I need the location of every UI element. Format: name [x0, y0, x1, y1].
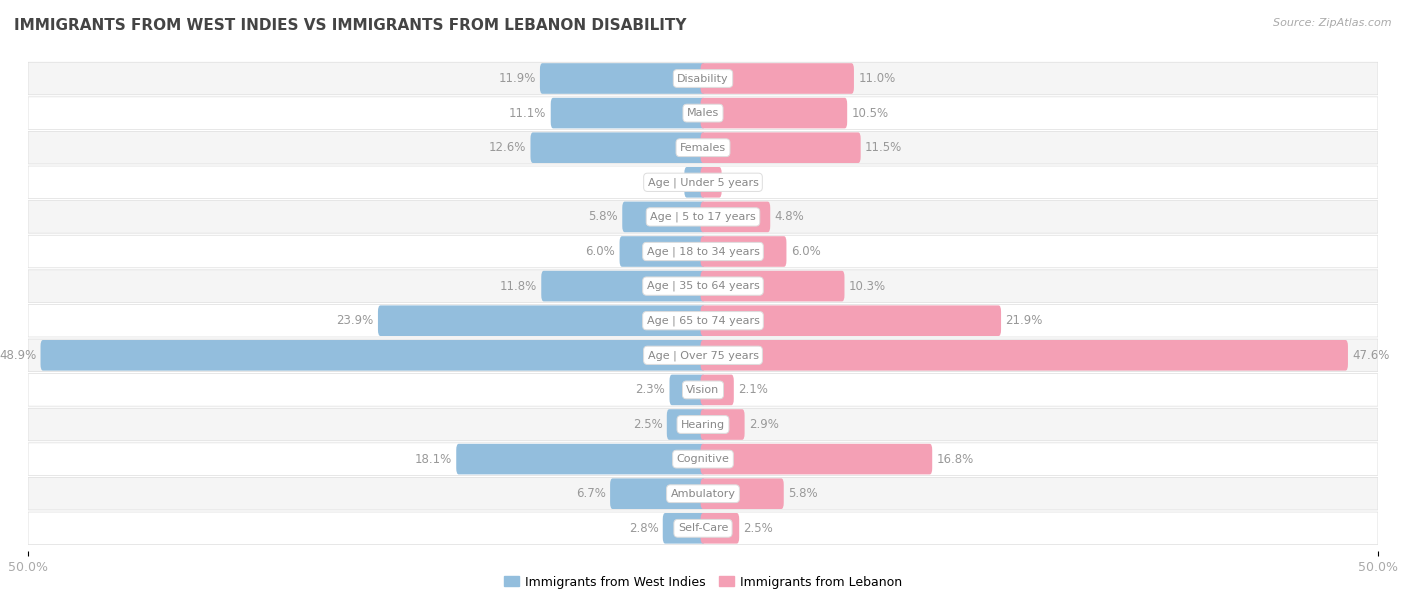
FancyBboxPatch shape	[28, 477, 1378, 510]
Text: Age | Under 5 years: Age | Under 5 years	[648, 177, 758, 187]
Text: 5.8%: 5.8%	[787, 487, 818, 500]
Text: Males: Males	[688, 108, 718, 118]
Text: 2.5%: 2.5%	[633, 418, 662, 431]
FancyBboxPatch shape	[700, 444, 932, 474]
Text: Age | 5 to 17 years: Age | 5 to 17 years	[650, 212, 756, 222]
Text: Age | 35 to 64 years: Age | 35 to 64 years	[647, 281, 759, 291]
Text: Vision: Vision	[686, 385, 720, 395]
FancyBboxPatch shape	[456, 444, 706, 474]
FancyBboxPatch shape	[685, 167, 706, 198]
Text: 2.9%: 2.9%	[749, 418, 779, 431]
FancyBboxPatch shape	[700, 479, 783, 509]
FancyBboxPatch shape	[620, 236, 706, 267]
FancyBboxPatch shape	[623, 201, 706, 232]
Text: 2.8%: 2.8%	[628, 522, 658, 535]
FancyBboxPatch shape	[700, 132, 860, 163]
FancyBboxPatch shape	[28, 201, 1378, 233]
Text: Age | 65 to 74 years: Age | 65 to 74 years	[647, 315, 759, 326]
Text: 2.1%: 2.1%	[738, 383, 768, 397]
FancyBboxPatch shape	[662, 513, 706, 543]
FancyBboxPatch shape	[28, 512, 1378, 545]
Text: 18.1%: 18.1%	[415, 453, 451, 466]
FancyBboxPatch shape	[700, 409, 745, 440]
Text: Self-Care: Self-Care	[678, 523, 728, 533]
Text: Age | 18 to 34 years: Age | 18 to 34 years	[647, 246, 759, 257]
Text: 11.8%: 11.8%	[499, 280, 537, 293]
Text: 6.0%: 6.0%	[585, 245, 616, 258]
Text: 12.6%: 12.6%	[489, 141, 526, 154]
Text: Females: Females	[681, 143, 725, 153]
FancyBboxPatch shape	[610, 479, 706, 509]
FancyBboxPatch shape	[530, 132, 706, 163]
Text: 11.1%: 11.1%	[509, 106, 547, 119]
FancyBboxPatch shape	[700, 305, 1001, 336]
Text: 6.0%: 6.0%	[790, 245, 821, 258]
Text: Cognitive: Cognitive	[676, 454, 730, 464]
Text: 10.5%: 10.5%	[852, 106, 889, 119]
Text: Ambulatory: Ambulatory	[671, 489, 735, 499]
Text: Disability: Disability	[678, 73, 728, 83]
FancyBboxPatch shape	[551, 98, 706, 129]
FancyBboxPatch shape	[666, 409, 706, 440]
Text: 47.6%: 47.6%	[1353, 349, 1389, 362]
Text: Source: ZipAtlas.com: Source: ZipAtlas.com	[1274, 18, 1392, 28]
FancyBboxPatch shape	[28, 339, 1378, 371]
FancyBboxPatch shape	[700, 63, 853, 94]
Text: 2.3%: 2.3%	[636, 383, 665, 397]
Text: 6.7%: 6.7%	[576, 487, 606, 500]
Text: 21.9%: 21.9%	[1005, 314, 1043, 327]
FancyBboxPatch shape	[28, 166, 1378, 198]
FancyBboxPatch shape	[541, 271, 706, 301]
FancyBboxPatch shape	[669, 375, 706, 405]
FancyBboxPatch shape	[378, 305, 706, 336]
FancyBboxPatch shape	[700, 375, 734, 405]
Text: 4.8%: 4.8%	[775, 211, 804, 223]
FancyBboxPatch shape	[700, 236, 786, 267]
Text: 48.9%: 48.9%	[0, 349, 37, 362]
Text: Hearing: Hearing	[681, 419, 725, 430]
FancyBboxPatch shape	[28, 97, 1378, 129]
FancyBboxPatch shape	[700, 98, 848, 129]
FancyBboxPatch shape	[28, 62, 1378, 95]
Text: 1.2%: 1.2%	[650, 176, 681, 189]
Legend: Immigrants from West Indies, Immigrants from Lebanon: Immigrants from West Indies, Immigrants …	[499, 570, 907, 594]
FancyBboxPatch shape	[28, 132, 1378, 164]
FancyBboxPatch shape	[28, 235, 1378, 268]
FancyBboxPatch shape	[540, 63, 706, 94]
Text: 5.8%: 5.8%	[588, 211, 619, 223]
FancyBboxPatch shape	[28, 270, 1378, 302]
FancyBboxPatch shape	[28, 443, 1378, 476]
FancyBboxPatch shape	[28, 408, 1378, 441]
Text: 2.5%: 2.5%	[744, 522, 773, 535]
FancyBboxPatch shape	[700, 513, 740, 543]
FancyBboxPatch shape	[700, 167, 721, 198]
Text: 10.3%: 10.3%	[849, 280, 886, 293]
Text: 11.9%: 11.9%	[498, 72, 536, 85]
Text: 11.0%: 11.0%	[858, 72, 896, 85]
Text: 16.8%: 16.8%	[936, 453, 974, 466]
FancyBboxPatch shape	[28, 304, 1378, 337]
Text: Age | Over 75 years: Age | Over 75 years	[648, 350, 758, 360]
FancyBboxPatch shape	[700, 340, 1348, 371]
Text: 23.9%: 23.9%	[336, 314, 374, 327]
FancyBboxPatch shape	[700, 271, 845, 301]
FancyBboxPatch shape	[28, 374, 1378, 406]
Text: IMMIGRANTS FROM WEST INDIES VS IMMIGRANTS FROM LEBANON DISABILITY: IMMIGRANTS FROM WEST INDIES VS IMMIGRANT…	[14, 18, 686, 34]
FancyBboxPatch shape	[41, 340, 706, 371]
Text: 1.2%: 1.2%	[725, 176, 756, 189]
Text: 11.5%: 11.5%	[865, 141, 903, 154]
FancyBboxPatch shape	[700, 201, 770, 232]
